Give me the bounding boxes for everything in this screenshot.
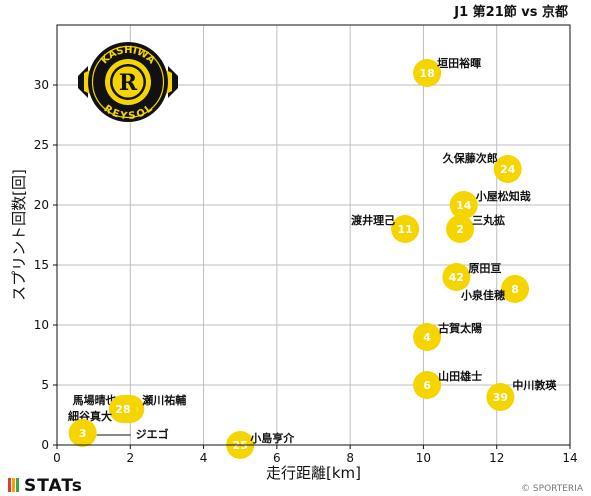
player-point: 2 三丸拡 (446, 213, 505, 243)
chart-title: J1 第21節 vs 京都 (453, 4, 568, 20)
x-tick-label: 0 (53, 451, 61, 465)
player-name: 瀬川祐輔 (142, 393, 186, 407)
player-name: 細谷真大 (68, 409, 112, 423)
x-tick-label: 12 (489, 451, 504, 465)
player-name: 山田雄士 (438, 369, 482, 383)
player-name: 小島亨介 (249, 431, 295, 445)
player-number: 11 (397, 223, 412, 236)
player-marker (413, 371, 442, 399)
player-number: 28 (115, 403, 130, 416)
y-tick-label: 15 (34, 258, 49, 272)
copyright: © SPORTERIA (521, 484, 584, 494)
player-point: 39 中川敦瑛 (486, 378, 557, 411)
player-point: 3 ジエゴ (68, 419, 169, 447)
player-name: 古賀太陽 (438, 321, 482, 335)
plot-frame (56, 24, 571, 446)
player-name: 原田亘 (468, 262, 501, 275)
player-name: 久保藤次郎 (443, 151, 498, 165)
stats-logo: STATs (8, 476, 83, 496)
y-tick-label: 0 (41, 438, 49, 452)
player-marker (108, 395, 137, 423)
x-tick-label: 6 (273, 451, 281, 465)
player-point: 8 小泉佳穂 (460, 275, 530, 303)
stats-brand: STATs (24, 476, 83, 496)
y-tick-label: 20 (34, 198, 49, 212)
player-point: 4 古賀太陽 (413, 321, 482, 351)
x-tick-label: 14 (562, 451, 577, 465)
player-number: 24 (500, 163, 516, 176)
player-number: 39 (493, 391, 508, 404)
player-marker (501, 275, 530, 303)
player-number: 4 (423, 331, 431, 344)
player-name: ジエゴ (136, 427, 169, 441)
player-marker (442, 263, 471, 291)
player-marker (413, 59, 442, 87)
y-tick-label: 30 (34, 78, 49, 92)
player-point: 42 原田亘 (442, 262, 501, 291)
x-tick-label: 2 (126, 451, 134, 465)
player-point: 6 山田雄士 (413, 369, 482, 399)
player-name: 三丸拡 (472, 213, 505, 227)
player-number: 6 (423, 379, 431, 392)
grid-lines (57, 25, 570, 445)
player-marker (446, 215, 475, 243)
y-tick-label: 10 (34, 318, 49, 332)
logo-letter: R (119, 70, 138, 96)
stats-logo-bars-icon (8, 478, 19, 492)
player-name: 小泉佳穂 (460, 288, 505, 302)
x-tick-label: 10 (416, 451, 431, 465)
player-name: 馬場晴也 (73, 393, 117, 407)
player-name: 垣田裕暉 (437, 56, 481, 70)
player-number: 14 (456, 199, 472, 212)
player-marker (68, 419, 97, 447)
player-name: 中川敦瑛 (512, 378, 557, 392)
player-number: 8 (511, 283, 519, 296)
y-axis-label: スプリント回数[回] (10, 169, 28, 301)
team-logo: KASHIWA REYSOL R (78, 42, 178, 122)
player-number: 2 (456, 223, 464, 236)
player-number: 3 (79, 427, 87, 440)
x-axis-label: 走行距離[km] (266, 464, 361, 482)
player-marker (391, 215, 420, 243)
x-tick-label: 4 (200, 451, 208, 465)
player-marker (486, 383, 515, 411)
player-number: 18 (419, 67, 434, 80)
y-tick-label: 25 (34, 138, 49, 152)
player-name: 渡井理己 (351, 213, 395, 227)
player-marker (449, 191, 478, 219)
y-tick-label: 5 (41, 378, 49, 392)
player-number: 42 (449, 271, 464, 284)
player-name: 小屋松知哉 (475, 189, 531, 203)
x-tick-label: 8 (346, 451, 354, 465)
player-marker (413, 323, 442, 351)
player-marker (493, 155, 522, 183)
